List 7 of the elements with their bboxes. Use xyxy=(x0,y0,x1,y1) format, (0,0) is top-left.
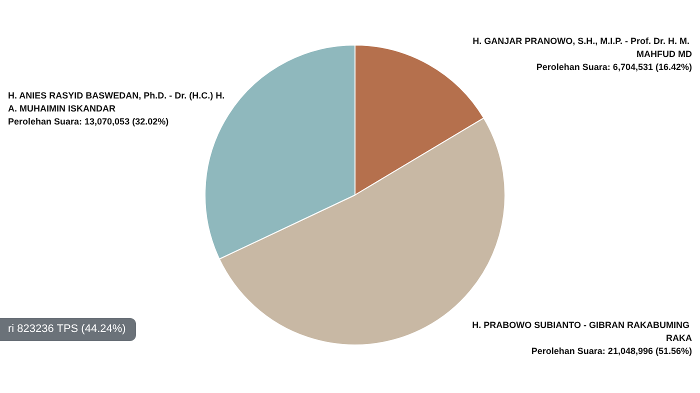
data-label: Perolehan Suara: 6,704,531 (16.42%) xyxy=(536,62,692,72)
text: ri 823236 TPS (44.24%) xyxy=(0,318,136,341)
slice-label: H. GANJAR PRANOWO, S.H., M.I.P. - Prof. Dr. H. M. MAHFUD MD xyxy=(472,36,692,60)
data-label: Perolehan Suara: 21,048,996 (51.56%) xyxy=(531,346,692,356)
slice-label: H. PRABOWO SUBIANTO - GIBRAN RAKABUMING RAKA xyxy=(472,320,692,343)
slice-label: H. ANIES RASYID BASWEDAN, Ph.D. - Dr. (H.C.) H. A. MUHAIMIN ISKANDAR xyxy=(8,90,228,114)
data-label: Perolehan Suara: 13,070,053 (32.02%) xyxy=(8,116,169,126)
